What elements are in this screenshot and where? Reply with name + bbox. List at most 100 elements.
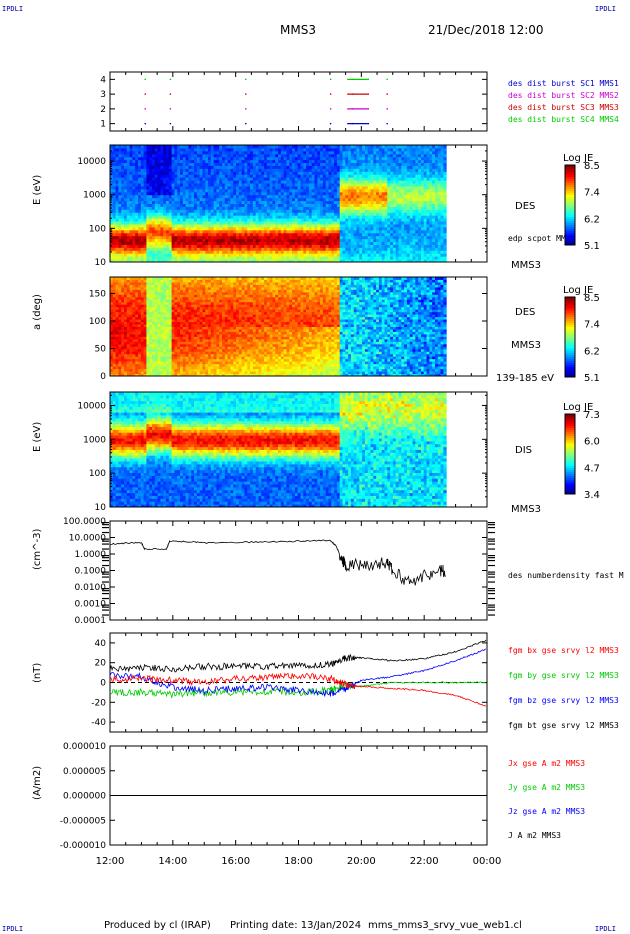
heatmap-cell: [135, 229, 139, 234]
heatmap-cell: [174, 177, 178, 181]
heatmap-cell: [306, 235, 310, 240]
heatmap-cell: [182, 188, 187, 193]
heatmap-cell: [286, 235, 290, 240]
heatmap-cell: [224, 194, 229, 199]
heatmap-cell: [126, 185, 131, 190]
heatmap-cell: [306, 232, 310, 237]
heatmap-cell: [224, 177, 229, 181]
heatmap-cell: [188, 147, 192, 152]
heatmap-cell: [283, 185, 287, 190]
heatmap-cell: [222, 235, 226, 240]
heatmap-cell: [124, 156, 128, 161]
heatmap-cell: [191, 226, 195, 231]
heatmap-cell: [289, 229, 293, 234]
heatmap-cell: [213, 177, 217, 181]
heatmap-cell: [308, 150, 313, 155]
heatmap-cell: [115, 183, 119, 187]
heatmap-cell: [152, 215, 156, 219]
heatmap-cell: [216, 145, 220, 149]
heatmap-cell: [255, 209, 259, 213]
heatmap-cell: [149, 145, 153, 149]
heatmap-cell: [110, 212, 114, 216]
heatmap-cell: [303, 226, 307, 231]
heatmap-cell: [163, 156, 167, 161]
heatmap-cell: [199, 174, 203, 178]
heatmap-cell: [191, 206, 195, 210]
heatmap-cell: [177, 156, 181, 161]
heatmap-cell: [224, 247, 229, 251]
heatmap-cell: [208, 235, 212, 240]
heatmap-cell: [138, 156, 142, 161]
heatmap-cell: [255, 238, 259, 243]
heatmap-cell: [140, 159, 145, 164]
heatmap-cell: [306, 168, 310, 172]
heatmap-cell: [213, 259, 217, 263]
heatmap-cell: [289, 259, 293, 263]
heatmap-cell: [289, 171, 293, 175]
heatmap-cell: [163, 197, 167, 202]
heatmap-cell: [121, 229, 125, 234]
heatmap-cell: [222, 215, 226, 219]
heatmap-cell: [317, 253, 321, 257]
heatmap-cell: [443, 191, 447, 196]
heatmap-cell: [185, 165, 189, 169]
heatmap-cell: [216, 197, 220, 202]
heatmap-cell: [252, 174, 257, 178]
heatmap-cell: [174, 238, 178, 243]
heatmap-cell: [154, 256, 159, 260]
heatmap-cell: [210, 253, 215, 257]
heatmap-cell: [280, 156, 285, 161]
heatmap-cell: [168, 188, 173, 193]
heatmap-cell: [303, 174, 307, 178]
heatmap-cell: [174, 250, 178, 254]
heatmap-cell: [238, 235, 243, 240]
heatmap-cell: [146, 174, 150, 178]
heatmap-cell: [143, 223, 147, 228]
heatmap-cell: [238, 241, 243, 245]
heatmap-cell: [202, 177, 206, 181]
heatmap-cell: [182, 147, 187, 152]
heatmap-cell: [272, 150, 276, 155]
heatmap-cell: [244, 229, 248, 234]
heatmap-cell: [303, 165, 307, 169]
heatmap-cell: [152, 223, 156, 228]
heatmap-cell: [166, 244, 170, 248]
heatmap-cell: [188, 238, 192, 243]
heatmap-cell: [196, 221, 201, 225]
heatmap-cell: [303, 200, 307, 204]
heatmap-cell: [146, 153, 150, 158]
heatmap-cell: [317, 203, 321, 207]
heatmap-cell: [163, 229, 167, 234]
heatmap-cell: [152, 162, 156, 166]
heatmap-cell: [160, 203, 164, 207]
heatmap-cell: [258, 215, 262, 219]
heatmap-cell: [286, 153, 290, 158]
heatmap-cell: [255, 194, 259, 199]
heatmap-cell: [250, 203, 254, 207]
heatmap-cell: [140, 200, 145, 204]
heatmap-cell: [135, 162, 139, 166]
heatmap-cell: [300, 174, 304, 178]
heatmap-cell: [129, 177, 133, 181]
heatmap-cell: [112, 180, 117, 184]
heatmap-cell: [166, 150, 170, 155]
heatmap-cell: [300, 221, 304, 225]
heatmap-cell: [308, 191, 313, 196]
heatmap-cell: [194, 191, 198, 196]
heatmap-cell: [118, 174, 122, 178]
heatmap-cell: [222, 244, 226, 248]
heatmap-cell: [261, 221, 265, 225]
heatmap-cell: [112, 229, 117, 234]
heatmap-cell: [174, 197, 178, 202]
heatmap-cell: [188, 209, 192, 213]
heatmap-cell: [166, 191, 170, 196]
heatmap-cell: [157, 145, 161, 149]
heatmap-cell: [168, 256, 173, 260]
heatmap-cell: [224, 215, 229, 219]
heatmap-cell: [269, 218, 273, 222]
heatmap-cell: [222, 232, 226, 237]
heatmap-cell: [261, 253, 265, 257]
heatmap-cell: [118, 168, 122, 172]
heatmap-cell: [129, 171, 133, 175]
heatmap-cell: [152, 171, 156, 175]
